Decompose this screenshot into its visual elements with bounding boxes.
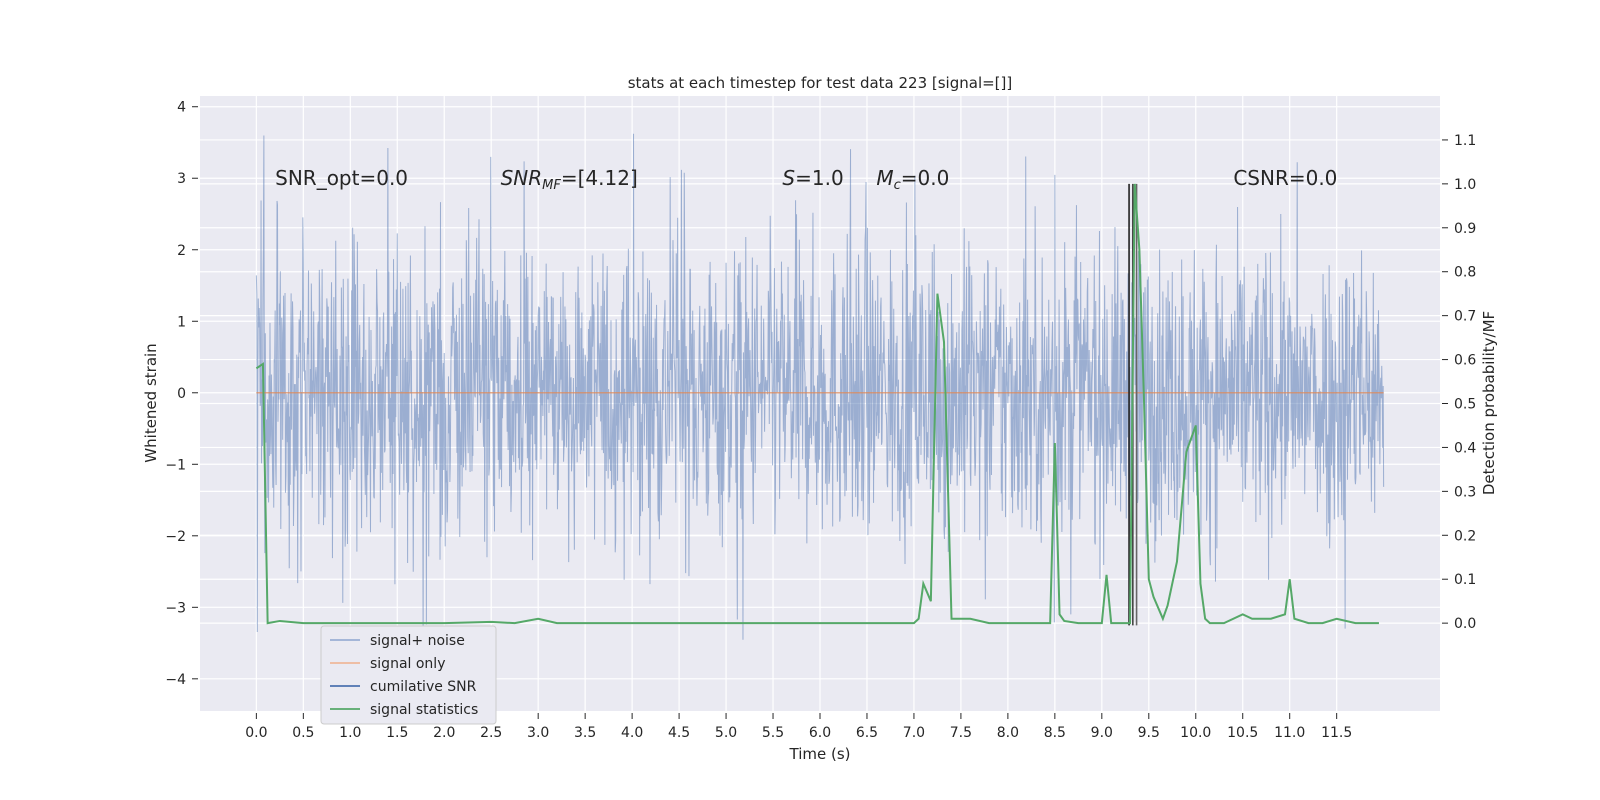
y-tick-labels-right: 0.0 0.1 0.2 0.3 0.4 0.5 0.6 0.7 0.8 0.9 1.0 1.1 (1442, 133, 1476, 632)
chart-title: stats at each timestep for test data 223… (628, 74, 1013, 92)
y-tick-label-left: −4 (165, 672, 186, 688)
annotations: SNR_opt=0.0 SNRMF=[4.12] S=1.0 Mc=0.0 CSNR=0… (275, 166, 1337, 193)
x-tick-label: 7.0 (903, 725, 925, 741)
y-tick-labels-left: −4 −3 −2 −1 0 1 2 3 4 (165, 100, 198, 688)
legend-box (320, 625, 497, 725)
y-tick-label-left: −2 (165, 529, 186, 545)
x-tick-label: 2.0 (433, 725, 455, 741)
y-tick-label-right: 0.4 (1454, 440, 1476, 456)
y-tick-label-right: 1.1 (1454, 133, 1476, 149)
x-tick-label: 10.5 (1227, 725, 1258, 741)
y-tick-label-right: 0.0 (1454, 616, 1476, 632)
legend-label-signal-only: signal only (370, 656, 445, 672)
y-tick-label-left: 4 (177, 100, 186, 116)
x-tick-label: 11.5 (1321, 725, 1352, 741)
x-tick-label: 4.5 (668, 725, 690, 741)
x-tick-label: 9.0 (1091, 725, 1113, 741)
x-tick-label: 0.5 (292, 725, 314, 741)
legend: signal+ noise signal only cumilative SNR… (320, 625, 497, 725)
annotation-1: SNRMF=[4.12] (501, 166, 638, 193)
line-series (255, 183, 1384, 626)
x-tick-label: 11.0 (1274, 725, 1305, 741)
y-tick-label-left: 0 (177, 386, 186, 402)
legend-label-signal-statistics: signal statistics (370, 702, 478, 718)
y-tick-label-left: 1 (177, 314, 186, 330)
x-tick-label: 3.0 (527, 725, 549, 741)
x-tick-label: 9.5 (1138, 725, 1160, 741)
y-tick-label-right: 0.6 (1454, 353, 1476, 369)
x-axis-label: Time (s) (789, 745, 851, 763)
x-tick-label: 0.0 (245, 725, 267, 741)
y-tick-label-right: 0.1 (1454, 572, 1476, 588)
x-tick-labels: 0.0 0.5 1.0 1.5 2.0 2.5 3.0 3.5 4.0 4.5 5.0 5.5 6.0 6… (245, 713, 1352, 741)
x-tick-label: 4.0 (621, 725, 643, 741)
y-tick-label-right: 0.3 (1454, 484, 1476, 500)
y-tick-label-left: −1 (165, 457, 186, 473)
x-tick-label: 5.0 (715, 725, 737, 741)
x-tick-label: 8.0 (997, 725, 1019, 741)
x-tick-label: 2.5 (480, 725, 502, 741)
x-tick-label: 10.0 (1180, 725, 1211, 741)
legend-label-signal-noise: signal+ noise (370, 633, 465, 649)
grid-lines-x (255, 96, 1338, 711)
y-tick-label-right: 0.9 (1454, 221, 1476, 237)
y-axis-label: Whitened strain (142, 343, 160, 462)
y-tick-label-right: 1.0 (1454, 177, 1476, 193)
x-tick-label: 7.5 (950, 725, 972, 741)
x-tick-label: 8.5 (1044, 725, 1066, 741)
series-signal-noise (255, 133, 1385, 650)
annotation-3: Mc=0.0 (876, 166, 949, 193)
y-tick-label-left: 2 (177, 243, 186, 259)
annotation-0: SNR_opt=0.0 (275, 166, 408, 190)
y-tick-label-right: 0.8 (1454, 265, 1476, 281)
y-axis-label-right: Detection probability/MF (1480, 311, 1498, 495)
annotation-4: CSNR=0.0 (1233, 166, 1337, 190)
x-tick-label: 1.5 (386, 725, 408, 741)
legend-label-cumilative-snr: cumilative SNR (370, 679, 477, 695)
x-tick-label: 6.5 (856, 725, 878, 741)
series-signal-statistics (255, 183, 1379, 625)
x-tick-label: 1.0 (339, 725, 361, 741)
y-tick-label-left: 3 (177, 171, 186, 187)
y-tick-label-left: −3 (165, 600, 186, 616)
signal-plus-noise-series (255, 133, 1385, 650)
y-tick-label-right: 0.5 (1454, 397, 1476, 413)
x-tick-label: 6.0 (809, 725, 831, 741)
x-tick-label: 5.5 (762, 725, 784, 741)
x-tick-label: 3.5 (574, 725, 596, 741)
y-tick-label-right: 0.7 (1454, 309, 1476, 325)
y-tick-label-right: 0.2 (1454, 528, 1476, 544)
annotation-2: S=1.0 (782, 166, 843, 190)
